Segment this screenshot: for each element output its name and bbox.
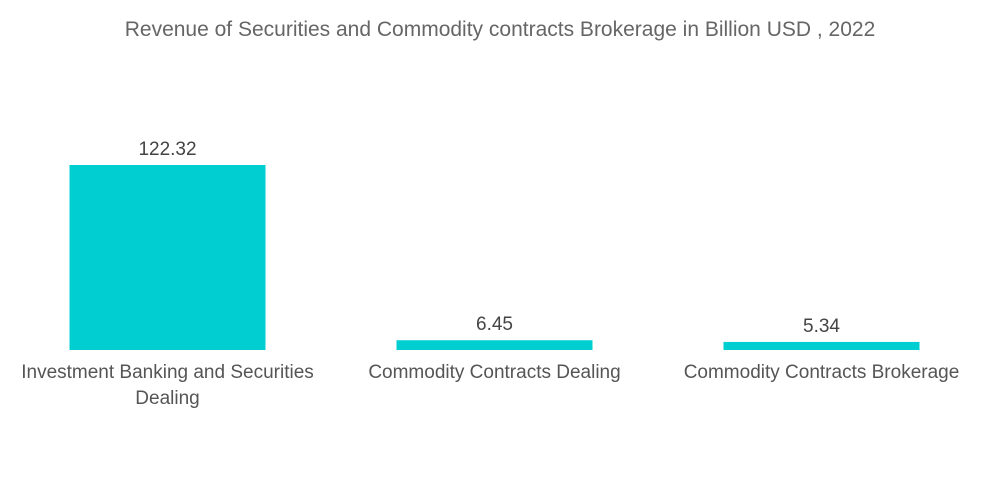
category-label-0-1: Dealing: [135, 388, 199, 409]
value-label-2: 5.34: [803, 316, 840, 337]
value-label-0: 122.32: [138, 139, 196, 160]
value-label-1: 6.45: [476, 314, 513, 335]
category-label-0-0: Investment Banking and Securities: [21, 362, 314, 383]
bar-1: [396, 340, 593, 350]
chart-title: Revenue of Securities and Commodity cont…: [124, 18, 876, 41]
bar-2: [723, 341, 920, 350]
category-label-1-0: Commodity Contracts Dealing: [368, 362, 620, 383]
category-label-2-0: Commodity Contracts Brokerage: [684, 362, 960, 383]
bar-0: [69, 165, 266, 350]
